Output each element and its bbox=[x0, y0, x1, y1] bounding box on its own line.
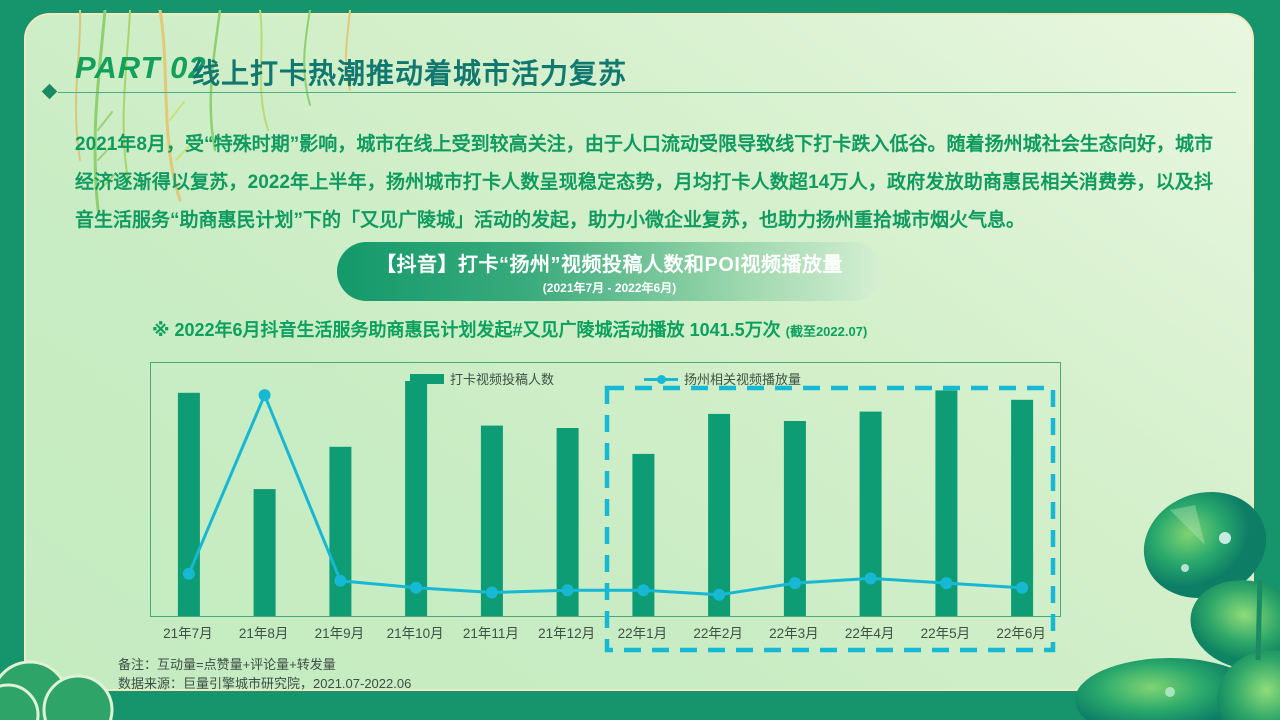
line-point-22年2月 bbox=[713, 588, 726, 601]
footer-note-line2: 数据来源：巨量引擎城市研究院，2021.07-2022.06 bbox=[118, 676, 412, 691]
bar-22年2月 bbox=[708, 413, 731, 616]
x-axis-label-22年4月: 22年4月 bbox=[844, 626, 895, 641]
bar-22年1月 bbox=[632, 453, 655, 616]
line-point-22年3月 bbox=[788, 577, 801, 590]
bar-21年9月 bbox=[329, 446, 352, 616]
line-point-21年8月 bbox=[258, 389, 271, 402]
line-point-22年1月 bbox=[637, 584, 650, 597]
legend-label-bar: 打卡视频投稿人数 bbox=[449, 372, 554, 387]
x-axis-label-22年3月: 22年3月 bbox=[769, 626, 819, 641]
line-point-22年5月 bbox=[940, 577, 953, 590]
x-axis-label-21年10月: 21年10月 bbox=[386, 626, 444, 641]
header-divider bbox=[58, 92, 1236, 93]
legend-item-line: 扬州相关视频播放量 bbox=[644, 369, 801, 388]
x-axis-label-22年2月: 22年2月 bbox=[693, 626, 743, 641]
chart-title-banner: 【抖音】打卡“扬州”视频投稿人数和POI视频播放量 (2021年7月 - 202… bbox=[337, 242, 882, 301]
bar-22年3月 bbox=[783, 421, 806, 616]
highlight-dashed-box bbox=[604, 385, 1056, 653]
bar-21年12月 bbox=[556, 428, 579, 616]
bar-22年5月 bbox=[935, 390, 958, 616]
x-axis-label-21年7月: 21年7月 bbox=[163, 626, 213, 641]
legend-label-line: 扬州相关视频播放量 bbox=[684, 372, 802, 387]
bar-21年8月 bbox=[253, 489, 276, 616]
bar-line-chart bbox=[177, 381, 1034, 616]
footer-notes: 备注：互动量=点赞量+评论量+转发量 数据来源：巨量引擎城市研究院，2021.0… bbox=[118, 655, 411, 693]
bar-22年6月 bbox=[1011, 399, 1034, 616]
line-point-21年10月 bbox=[410, 581, 423, 594]
chart-legend: 打卡视频投稿人数 扬州相关视频播放量 bbox=[151, 369, 1060, 388]
footer-note-line1: 备注：互动量=点赞量+评论量+转发量 bbox=[118, 657, 336, 672]
page-title: 线上打卡热潮推动着城市活力复苏 bbox=[192, 58, 628, 89]
line-point-21年12月 bbox=[561, 584, 574, 597]
x-axis-label-21年9月: 21年9月 bbox=[314, 626, 365, 641]
line-legend-swatch-icon bbox=[644, 374, 678, 384]
bar-legend-swatch-icon bbox=[409, 373, 444, 384]
campaign-note-text: ※ 2022年6月抖音生活服务助商惠民计划发起#又见广陵城活动播放 1041.5… bbox=[152, 320, 786, 340]
bar-22年4月 bbox=[859, 411, 882, 616]
chart-subtitle: (2021年7月 - 2022年6月) bbox=[542, 280, 677, 295]
x-axis-label-22年5月: 22年5月 bbox=[920, 626, 971, 641]
bar-21年10月 bbox=[405, 381, 428, 616]
bar-21年11月 bbox=[480, 425, 503, 616]
line-point-22年6月 bbox=[1016, 581, 1029, 594]
x-axis-label-21年8月: 21年8月 bbox=[238, 626, 289, 641]
x-axis-label-21年12月: 21年12月 bbox=[538, 626, 596, 641]
legend-item-bar: 打卡视频投稿人数 bbox=[409, 369, 554, 388]
campaign-note: ※ 2022年6月抖音生活服务助商惠民计划发起#又见广陵城活动播放 1041.5… bbox=[152, 316, 1132, 342]
line-point-21年11月 bbox=[485, 586, 498, 599]
bar-21年7月 bbox=[177, 392, 200, 616]
x-axis-label-22年6月: 22年6月 bbox=[996, 626, 1046, 641]
chart-title: 【抖音】打卡“扬州”视频投稿人数和POI视频播放量 bbox=[376, 253, 843, 276]
line-point-21年7月 bbox=[182, 567, 195, 580]
part-label: PART 02 bbox=[75, 50, 207, 85]
x-axis-labels: 21年7月 21年8月 21年9月 21年10月 21年11月 21年12月 22年1月 22… bbox=[150, 622, 1059, 642]
x-axis-label-21年11月: 21年11月 bbox=[462, 626, 519, 641]
line-point-21年9月 bbox=[334, 574, 347, 587]
line-point-22年4月 bbox=[864, 572, 877, 585]
x-axis-label-22年1月: 22年1月 bbox=[617, 626, 668, 641]
campaign-note-asof: (截至2022.07) bbox=[785, 324, 868, 339]
body-paragraph: 2021年8月，受“特殊时期”影响，城市在线上受到较高关注，由于人口流动受限导致… bbox=[75, 134, 1213, 231]
